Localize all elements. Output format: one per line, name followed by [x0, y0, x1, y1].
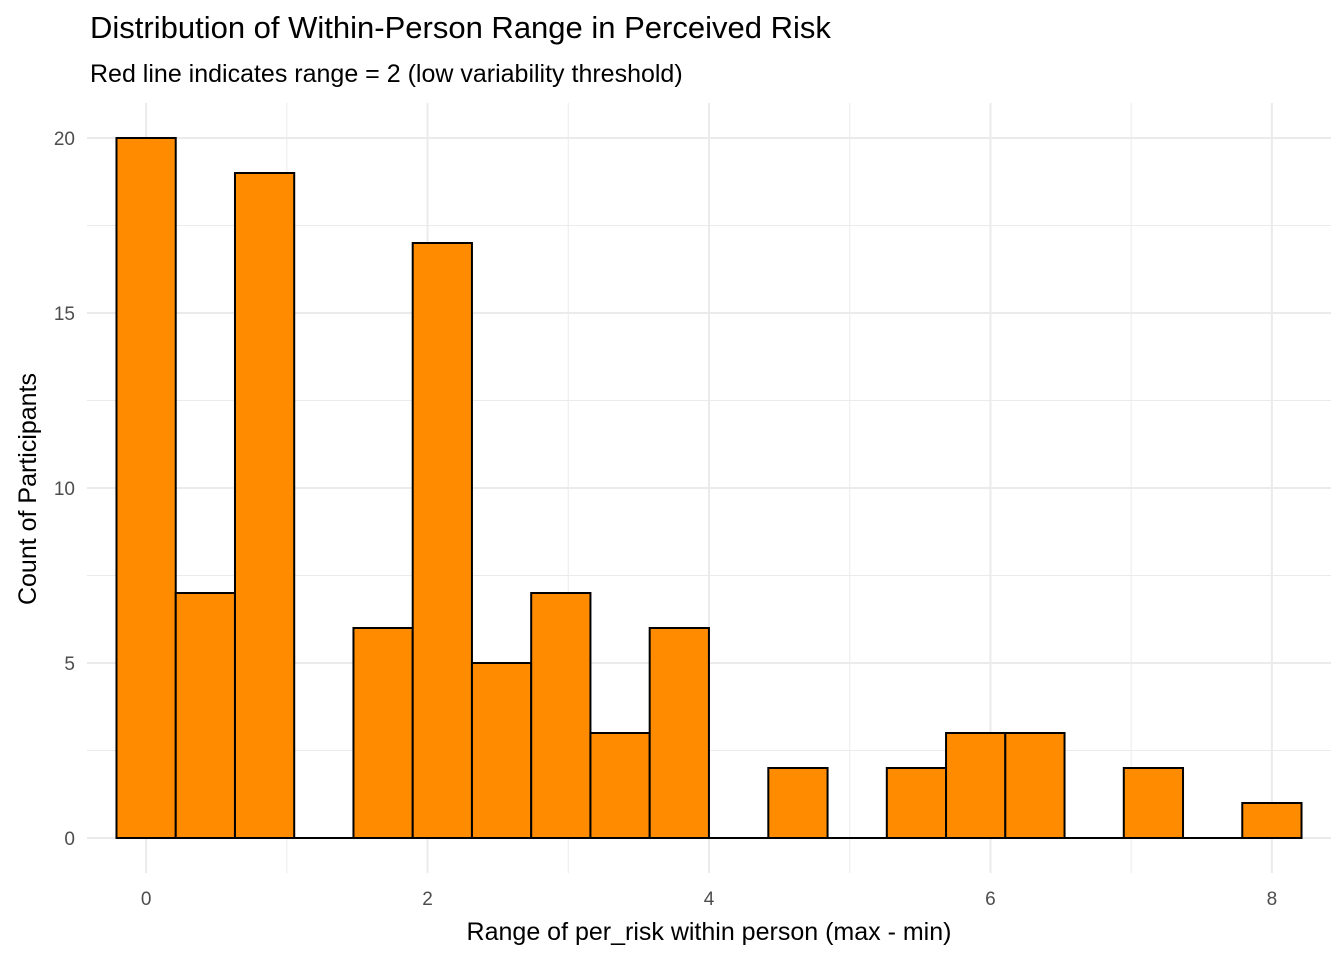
x-axis-title: Range of per_risk within person (max - m… [467, 918, 952, 946]
histogram-bar [885, 767, 948, 839]
y-tick-label: 20 [54, 129, 75, 150]
histogram-bar [1004, 732, 1066, 839]
histogram-bar [589, 732, 651, 839]
histogram-bar [945, 732, 1007, 839]
y-tick-label: 5 [64, 654, 75, 675]
x-tick-label: 0 [141, 889, 152, 910]
x-tick-label: 4 [704, 889, 715, 910]
histogram-bar [1241, 802, 1303, 839]
histogram-bar [470, 662, 533, 839]
histogram-bar [174, 592, 236, 839]
histogram-bar [411, 242, 473, 839]
x-axis-ticks: 0 2 4 6 8 [141, 889, 1277, 910]
histogram-bar [530, 592, 592, 839]
y-tick-label: 10 [54, 479, 75, 500]
chart-subtitle: Red line indicates range = 2 (low variab… [90, 60, 683, 88]
histogram-bar [1122, 767, 1185, 839]
histogram-bars [115, 137, 1303, 839]
x-tick-label: 2 [422, 889, 433, 910]
histogram-bar [115, 137, 177, 839]
histogram-bar [648, 627, 710, 839]
y-tick-label: 0 [64, 829, 75, 850]
histogram-bar [233, 172, 296, 839]
histogram-bar [767, 767, 829, 839]
y-axis-title: Count of Participants [14, 373, 42, 605]
x-tick-label: 8 [1267, 889, 1278, 910]
x-tick-label: 6 [985, 889, 996, 910]
chart-title: Distribution of Within-Person Range in P… [90, 10, 831, 45]
y-tick-label: 15 [54, 304, 75, 325]
y-axis-ticks: 0 5 10 15 20 [54, 129, 75, 850]
histogram-bar [352, 627, 414, 839]
